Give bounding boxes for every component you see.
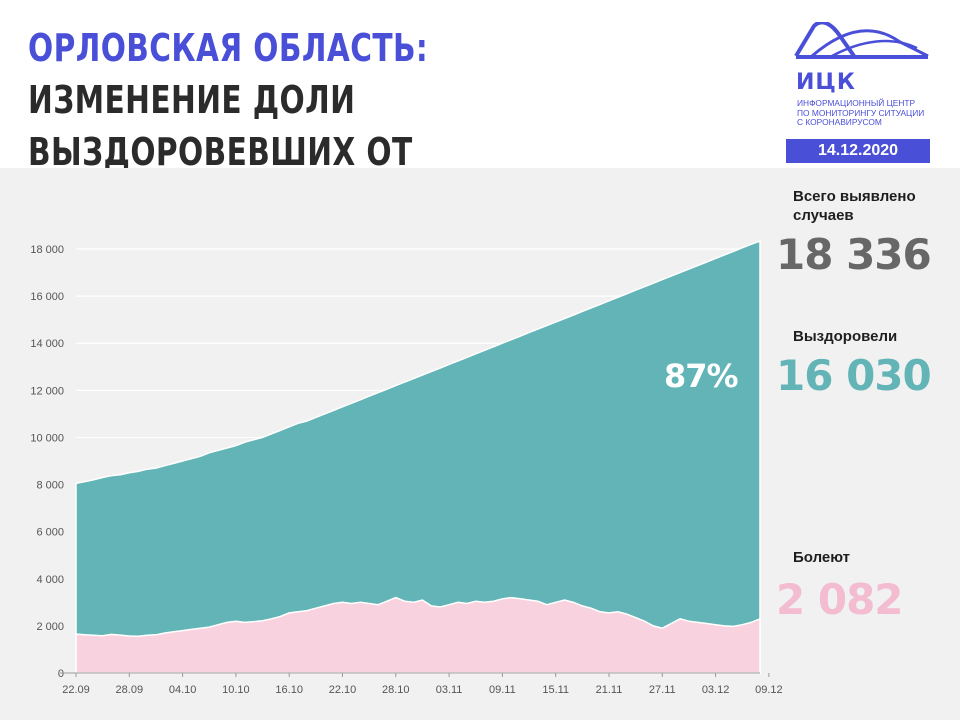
y-tick-label: 4 000 bbox=[36, 574, 64, 586]
y-tick-label: 12 000 bbox=[30, 385, 64, 397]
x-tick-label: 15.11 bbox=[542, 684, 569, 696]
logo-subtitle-line: ИНФОРМАЦИОННЫЙ ЦЕНТР bbox=[797, 98, 916, 108]
y-tick-label: 10 000 bbox=[30, 432, 64, 444]
x-tick-label: 04.10 bbox=[169, 684, 197, 696]
area-chart: 0 2 000 4 000 6 000 8 000 10 000 12 000 14 000 1… bbox=[30, 240, 783, 696]
x-tick-label: 27.11 bbox=[649, 684, 676, 696]
logo-subtitle: ИНФОРМАЦИОННЫЙ ЦЕНТР ПО МОНИТОРИНГУ СИТУ… bbox=[797, 98, 947, 128]
x-tick-label: 28.10 bbox=[382, 684, 410, 696]
x-tick-label: 16.10 bbox=[275, 684, 303, 696]
x-tick-label: 10.10 bbox=[222, 684, 250, 696]
logo-subtitle-line: ПО МОНИТОРИНГУ СИТУАЦИИ bbox=[797, 107, 925, 118]
sick-value: 2 082 bbox=[776, 575, 904, 624]
total-label: Всего выявлено случаев bbox=[793, 188, 916, 224]
header: ОРЛОВСКАЯ ОБЛАСТЬ: ИЗМЕНЕНИЕ ДОЛИ ВЫЗДОР… bbox=[0, 0, 960, 226]
percentage-annotation: 87% bbox=[664, 357, 739, 395]
x-tick-label: 09.12 bbox=[755, 684, 783, 696]
x-tick-label: 21.11 bbox=[596, 684, 623, 696]
series-sick-area bbox=[75, 596, 761, 674]
logo-icon bbox=[794, 22, 929, 59]
y-tick-label: 6 000 bbox=[36, 527, 64, 539]
x-tick-label: 09.11 bbox=[489, 684, 516, 696]
y-tick-label: 8 000 bbox=[36, 480, 64, 492]
x-tick-label: 03.11 bbox=[436, 684, 463, 696]
y-tick-label: 2 000 bbox=[36, 621, 64, 633]
x-tick-label: 22.10 bbox=[329, 684, 357, 696]
logo-name: ИЦК bbox=[796, 70, 856, 95]
date-badge: 14.12.2020 bbox=[786, 139, 930, 163]
recovered-value: 16 030 bbox=[776, 351, 932, 400]
recovered-label: Выздоровели bbox=[793, 328, 898, 345]
title-region: ОРЛОВСКАЯ ОБЛАСТЬ: bbox=[28, 26, 429, 70]
y-tick-label: 16 000 bbox=[30, 291, 64, 303]
y-tick-label: 0 bbox=[58, 668, 64, 680]
x-tick-label: 28.09 bbox=[116, 684, 144, 696]
y-tick-label: 14 000 bbox=[30, 338, 64, 350]
logo-subtitle-line: С КОРОНАВИРУСОМ bbox=[797, 117, 882, 127]
sick-label: Болеют bbox=[793, 549, 851, 566]
series-recovered-area bbox=[75, 240, 761, 674]
x-tick-label: 22.09 bbox=[62, 684, 90, 696]
y-tick-label: 18 000 bbox=[30, 244, 64, 256]
x-tick-label: 03.12 bbox=[702, 684, 730, 696]
title-line1-rest: ИЗМЕНЕНИЕ ДОЛИ bbox=[28, 78, 356, 122]
total-value: 18 336 bbox=[776, 230, 932, 279]
